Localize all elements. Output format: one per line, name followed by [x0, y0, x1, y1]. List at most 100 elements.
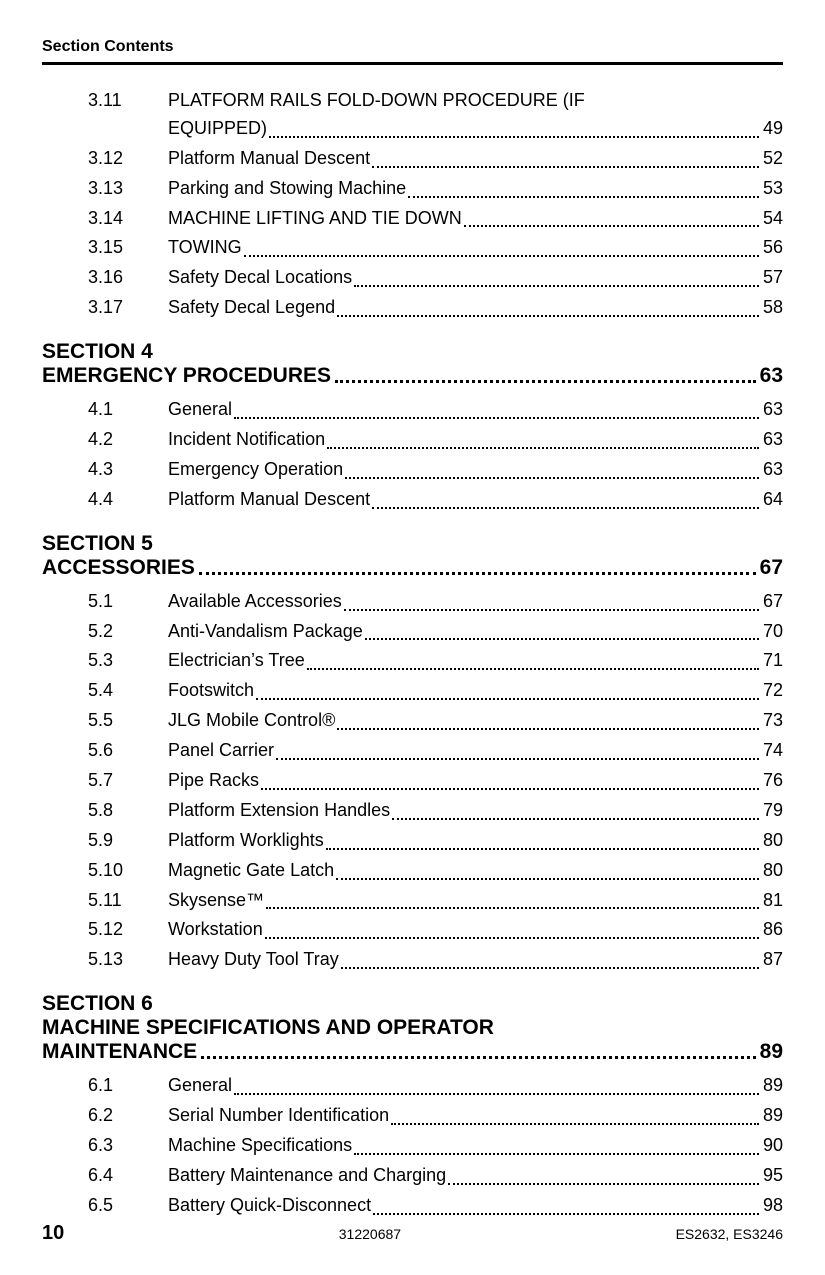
toc-leader-dots [201, 1056, 755, 1059]
toc-leader-dots [337, 315, 759, 317]
section-heading-row: ACCESSORIES 67 [42, 556, 783, 580]
toc-leader-dots [335, 380, 756, 383]
toc-entry-number: 3.17 [88, 294, 168, 322]
toc-entry: 5.1Available Accessories67 [88, 588, 783, 616]
toc-entry-number: 5.3 [88, 647, 168, 675]
toc-entry-page: 89 [763, 1072, 783, 1100]
toc-entry-page: 80 [763, 827, 783, 855]
toc-entry-title: Electrician’s Tree [168, 647, 305, 675]
toc-entry-number: 3.16 [88, 264, 168, 292]
toc-entry-title: Panel Carrier [168, 737, 274, 765]
toc-entry-number: 4.1 [88, 396, 168, 424]
toc-leader-dots [354, 285, 759, 287]
toc-entry-title: Heavy Duty Tool Tray [168, 946, 339, 974]
section-heading-number: SECTION 6 [42, 992, 783, 1016]
document-id: 31220687 [339, 1226, 401, 1242]
toc-entry: 6.3Machine Specifications90 [88, 1132, 783, 1160]
toc-entry: 6.2Serial Number Identification89 [88, 1102, 783, 1130]
toc-entry-title: Safety Decal Locations [168, 264, 352, 292]
toc-entry-number: 4.3 [88, 456, 168, 484]
toc-entry-title: Available Accessories [168, 588, 342, 616]
toc-leader-dots [336, 878, 759, 880]
toc-entry: 5.9Platform Worklights80 [88, 827, 783, 855]
toc-entry: EQUIPPED)49 [88, 115, 783, 143]
toc-leader-dots [265, 937, 759, 939]
toc-entry-page: 54 [763, 205, 783, 233]
toc-leader-dots [372, 507, 759, 509]
toc-entry: 4.4Platform Manual Descent64 [88, 486, 783, 514]
toc-entry: 5.6Panel Carrier74 [88, 737, 783, 765]
toc-entry-title: Magnetic Gate Latch [168, 857, 334, 885]
toc-leader-dots [365, 638, 759, 640]
toc-leader-dots [464, 225, 759, 227]
toc-entry-page: 53 [763, 175, 783, 203]
toc-entry-number: 3.13 [88, 175, 168, 203]
model-list: ES2632, ES3246 [676, 1226, 783, 1242]
toc-entry-page: 64 [763, 486, 783, 514]
toc-entry-page: 74 [763, 737, 783, 765]
section-heading-page: 63 [760, 364, 783, 388]
page-number: 10 [42, 1222, 64, 1245]
toc-entry-page: 70 [763, 618, 783, 646]
toc-entry-title: Skysense™ [168, 887, 264, 915]
toc-entry-title: Workstation [168, 916, 263, 944]
toc-leader-dots [256, 698, 759, 700]
toc-leader-dots [372, 166, 759, 168]
toc-entry-page: 86 [763, 916, 783, 944]
toc-leader-dots [408, 196, 759, 198]
toc-entry: 4.3Emergency Operation63 [88, 456, 783, 484]
toc-entry-number [88, 115, 168, 143]
toc-entry: 6.4Battery Maintenance and Charging95 [88, 1162, 783, 1190]
toc-entry-page: 63 [763, 456, 783, 484]
toc-entry-page: 81 [763, 887, 783, 915]
toc-entry: 4.1General63 [88, 396, 783, 424]
toc-entry-number: 5.13 [88, 946, 168, 974]
toc-entry-title: PLATFORM RAILS FOLD-DOWN PROCEDURE (IF [168, 87, 585, 115]
toc-entry-page: 87 [763, 946, 783, 974]
toc-leader-dots [345, 477, 759, 479]
toc-leader-dots [344, 609, 759, 611]
section-heading-page: 67 [760, 556, 783, 580]
toc-entry: 5.2Anti-Vandalism Package70 [88, 618, 783, 646]
section-heading-row: EMERGENCY PROCEDURES63 [42, 364, 783, 388]
toc-entry-block: 5.1Available Accessories675.2Anti-Vandal… [88, 588, 783, 975]
toc-entry: 5.11Skysense™81 [88, 887, 783, 915]
toc-entry-page: 49 [763, 115, 783, 143]
toc-leader-dots [337, 728, 759, 730]
toc-entry-number: 6.4 [88, 1162, 168, 1190]
toc-entry-number: 5.2 [88, 618, 168, 646]
toc-entry-title: JLG Mobile Control® [168, 707, 335, 735]
section-heading-title: ACCESSORIES [42, 556, 195, 580]
section-heading-page: 89 [760, 1040, 783, 1064]
toc-entry-title: Platform Manual Descent [168, 486, 370, 514]
toc-leader-dots [307, 668, 759, 670]
toc-leader-dots [199, 572, 756, 575]
toc-leader-dots [244, 255, 759, 257]
toc-entry: 3.15TOWING56 [88, 234, 783, 262]
header-rule [42, 62, 783, 65]
toc-entry: 5.8Platform Extension Handles79 [88, 797, 783, 825]
toc-entry-number: 6.5 [88, 1192, 168, 1220]
toc-entry-title: Parking and Stowing Machine [168, 175, 406, 203]
toc-entry: 5.5JLG Mobile Control®73 [88, 707, 783, 735]
toc-entry-page: 76 [763, 767, 783, 795]
toc-entry-title: Platform Extension Handles [168, 797, 390, 825]
toc-leader-dots [327, 447, 759, 449]
toc-entry: 6.1General89 [88, 1072, 783, 1100]
section-heading-title: MAINTENANCE [42, 1040, 197, 1064]
toc-entry-page: 73 [763, 707, 783, 735]
toc-entry-page: 71 [763, 647, 783, 675]
toc-leader-dots [234, 1093, 759, 1095]
toc-entry-title: Incident Notification [168, 426, 325, 454]
toc-entry-page: 63 [763, 396, 783, 424]
toc-leader-dots [354, 1153, 759, 1155]
running-header: Section Contents [42, 38, 783, 56]
section-heading-number: SECTION 4 [42, 340, 783, 364]
toc-entry-number: 3.15 [88, 234, 168, 262]
toc-entry-block: 6.1General896.2Serial Number Identificat… [88, 1072, 783, 1219]
toc-leader-dots [261, 788, 759, 790]
toc-entry: 3.14MACHINE LIFTING AND TIE DOWN54 [88, 205, 783, 233]
toc-entry: 3.16Safety Decal Locations57 [88, 264, 783, 292]
toc-entry-number: 3.12 [88, 145, 168, 173]
toc-entry-page: 58 [763, 294, 783, 322]
